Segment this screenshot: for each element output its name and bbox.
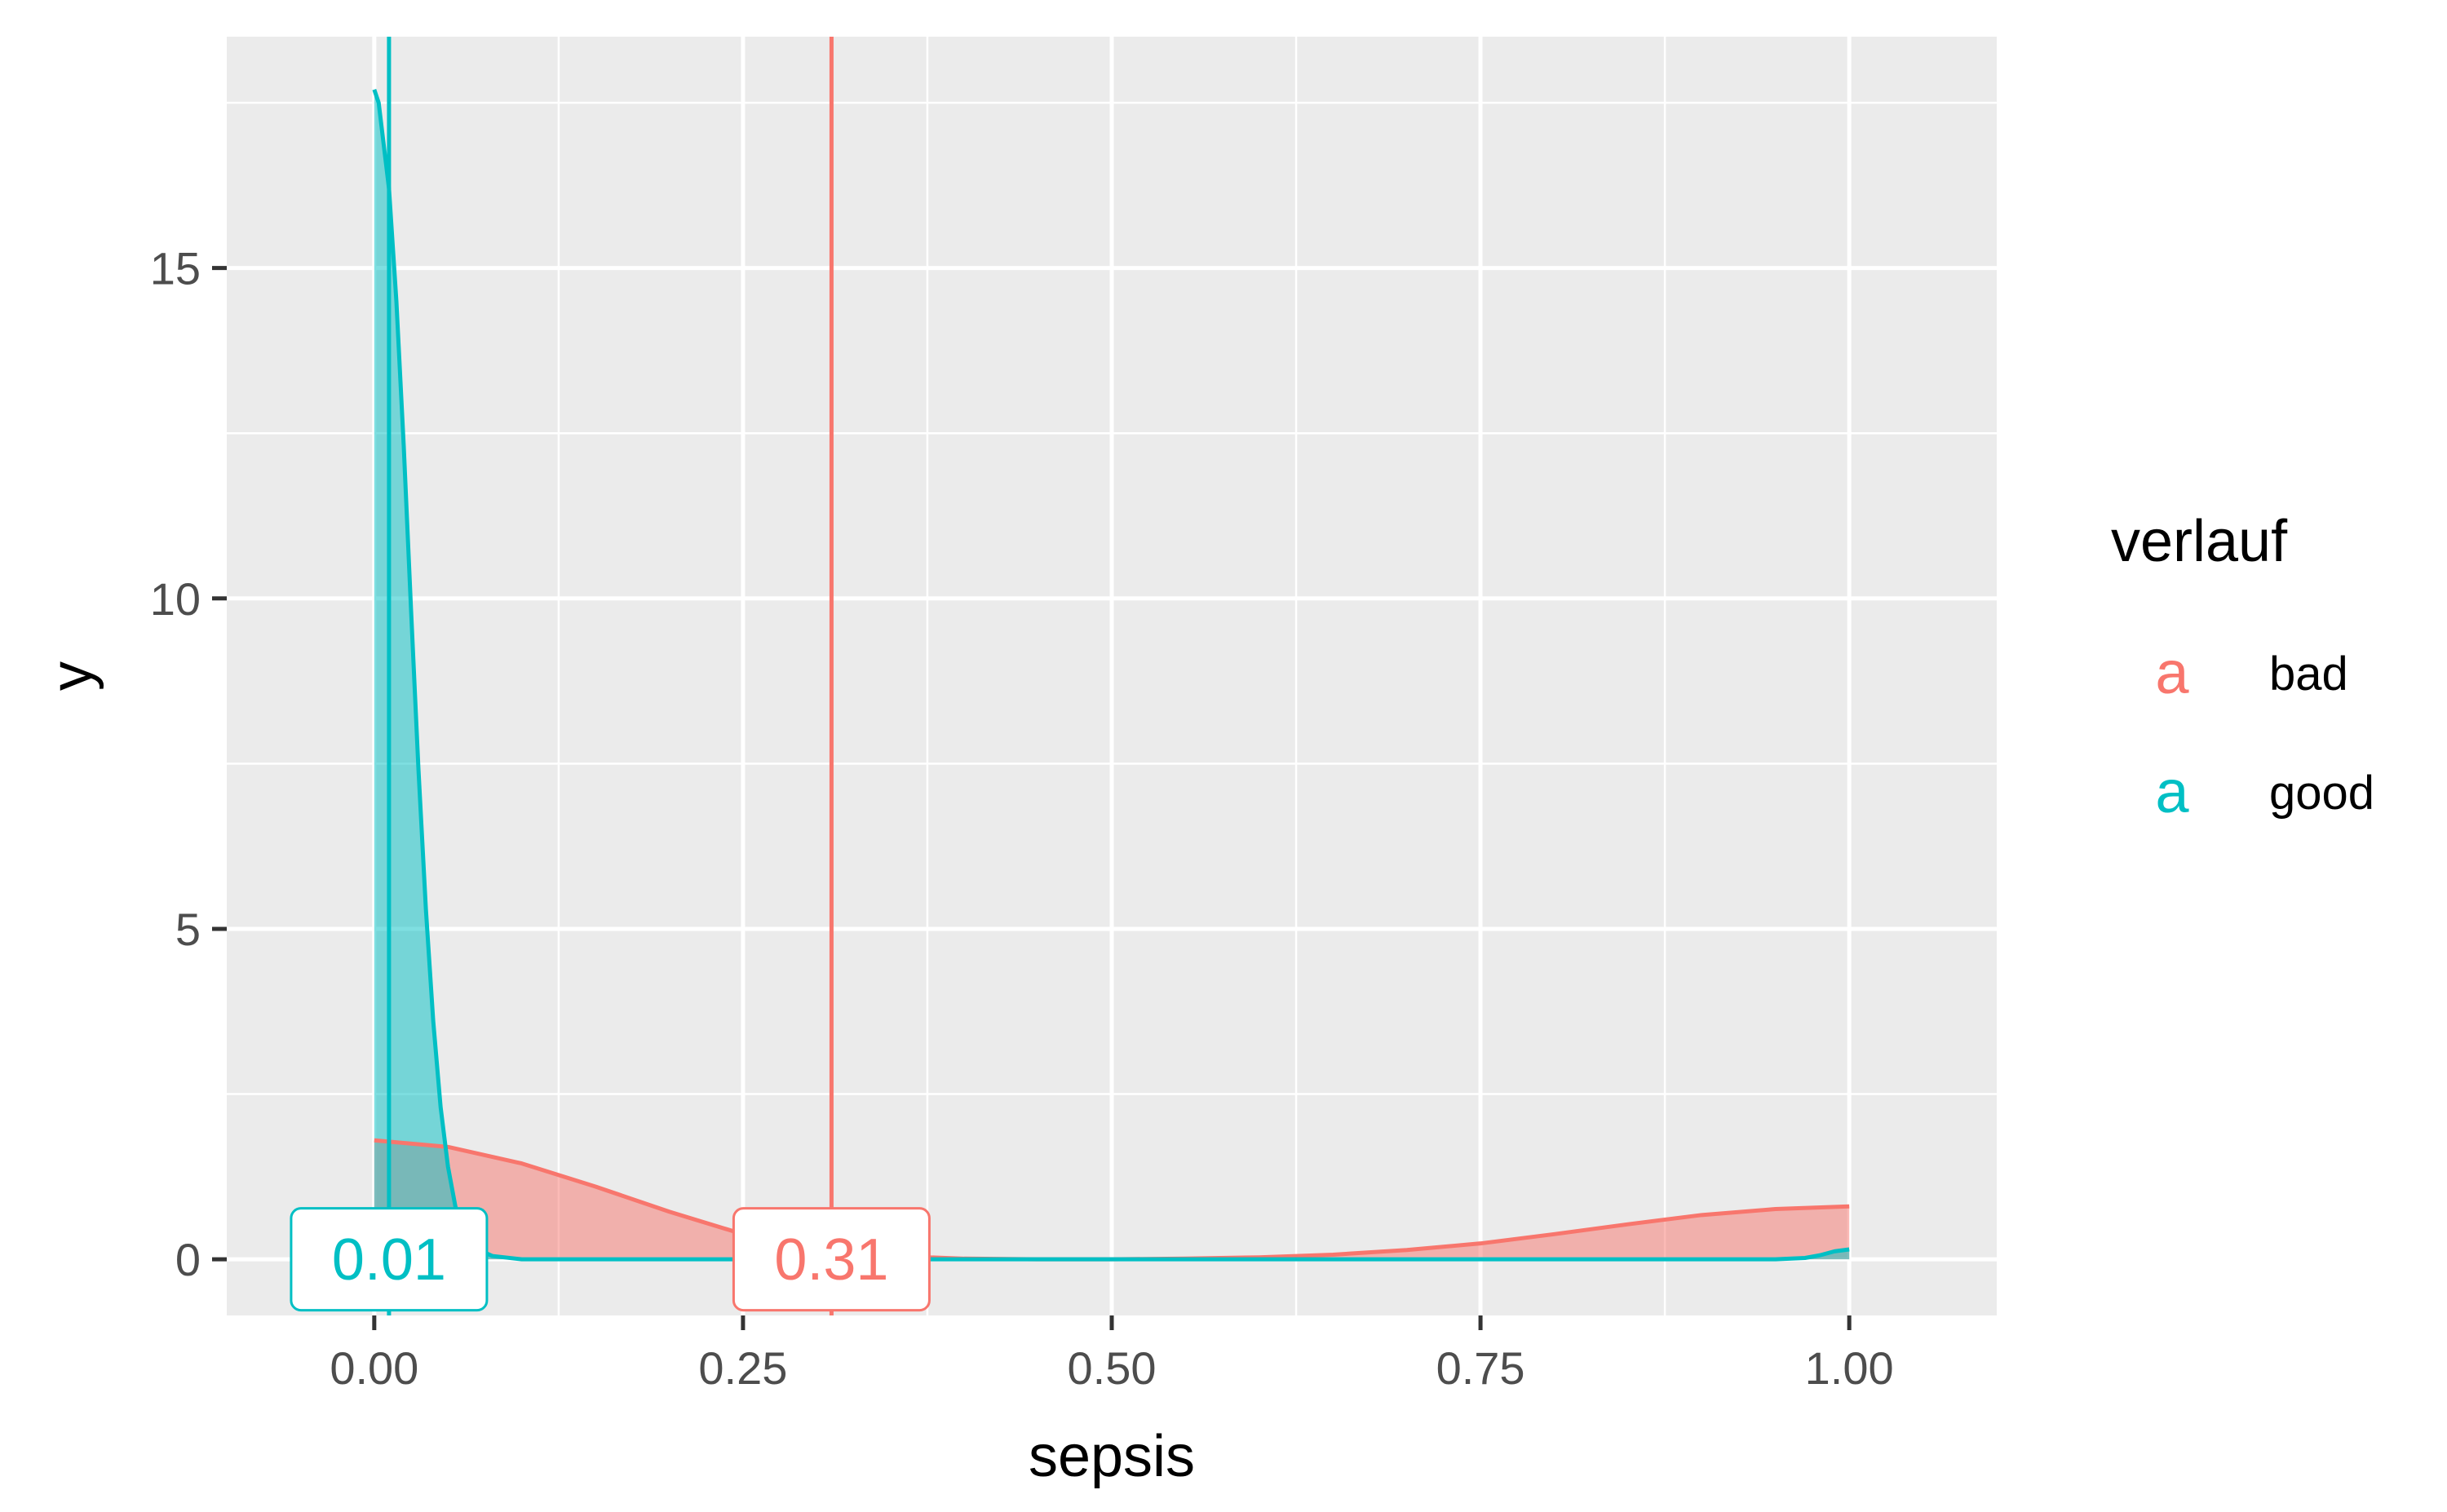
x-tick-label: 1.00 [1805,1342,1894,1394]
legend-label-good: good [2269,767,2374,820]
x-tick-label: 0.25 [698,1342,787,1394]
x-tick-label: 0.00 [330,1342,418,1394]
x-axis: 0.00 0.25 0.50 0.75 1.00 [330,1315,1894,1394]
y-tick-label: 15 [150,243,201,294]
x-axis-title: sepsis [1029,1424,1195,1489]
y-axis-title: y [39,661,104,691]
legend-label-bad: bad [2269,648,2348,701]
y-tick-label: 0 [175,1234,201,1285]
x-tick-label: 0.75 [1436,1342,1525,1394]
reference-label-box-good [290,1207,489,1312]
y-axis: 0 5 10 15 [150,243,227,1285]
y-tick-label: 5 [175,904,201,955]
y-tick-label: 10 [150,573,201,625]
reference-label-bad: 0.31 [774,1227,888,1293]
legend-key-good: a [2155,758,2189,825]
reference-lines [387,37,834,1315]
reference-label-good: 0.01 [332,1227,446,1293]
reference-labels: 0.31 0.01 [290,1207,931,1312]
legend-key-bad: a [2155,639,2189,706]
legend-title: verlauf [2111,509,2288,574]
x-tick-label: 0.50 [1068,1342,1157,1394]
density-area-bad [374,1140,1850,1260]
reference-label-box-bad [732,1207,931,1312]
density-areas [374,89,1850,1260]
legend-items: a bad a good [2155,639,2374,825]
legend: verlauf a bad a good [2111,509,2374,825]
